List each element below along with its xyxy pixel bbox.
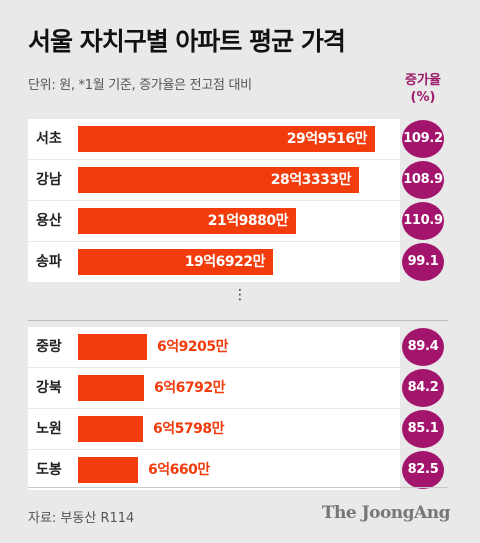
bar-row: 도봉 6억660만 82.5 (0, 450, 480, 490)
bar-value-label: 6억660만 (148, 462, 210, 478)
bar (78, 249, 273, 275)
bar-value-label: 6억9205만 (157, 339, 228, 355)
bar-row: 노원 6억5798만 85.1 (0, 409, 480, 449)
bar (78, 167, 359, 193)
bar (78, 375, 144, 401)
bar-row: 강북 6억6792만 84.2 (0, 368, 480, 408)
category-label: 중랑 (36, 339, 62, 355)
category-label: 노원 (36, 421, 62, 437)
ellipsis-icon: ⋮ (233, 287, 247, 303)
bar (78, 208, 296, 234)
category-label: 도봉 (36, 462, 62, 478)
rate-header-label: 증가율 (405, 73, 441, 88)
bar-row: 강남 28억3333만 108.9 (0, 160, 480, 200)
bar (78, 334, 147, 360)
bar-value-label: 19억6922만 (184, 254, 266, 270)
rate-bubble: 108.9 (402, 161, 444, 199)
category-label: 송파 (36, 254, 62, 270)
bar (78, 416, 143, 442)
category-label: 강북 (36, 380, 62, 396)
publisher-logo: The JoongAng (321, 503, 451, 523)
rate-bubble: 82.5 (402, 451, 444, 489)
bar-row: 중랑 6억9205만 89.4 (0, 327, 480, 367)
rate-bubble: 89.4 (402, 328, 444, 366)
bar-value-label: 28억3333만 (270, 172, 352, 188)
rate-bubble: 84.2 (402, 369, 444, 407)
bar-value-label: 6억6792만 (154, 380, 225, 396)
bar (78, 126, 375, 152)
bar-value-label: 21억9880만 (207, 213, 289, 229)
bar (78, 457, 138, 483)
category-label: 용산 (36, 213, 62, 229)
rate-bubble: 99.1 (402, 243, 444, 281)
rate-bubble: 109.2 (402, 120, 444, 158)
bar-row: 용산 21억9880만 110.9 (0, 201, 480, 241)
category-label: 서초 (36, 131, 62, 147)
chart-title: 서울 자치구별 아파트 평균 가격 (28, 27, 346, 56)
bar-value-label: 29억9516만 (286, 131, 368, 147)
section-divider (28, 320, 448, 321)
footer-divider (28, 487, 448, 488)
bar-row: 서초 29억9516만 109.2 (0, 119, 480, 159)
category-label: 강남 (36, 172, 62, 188)
rate-column-header: 증가율 (%) (398, 72, 448, 106)
source-note: 자료: 부동산 R114 (28, 511, 135, 526)
chart-subtitle: 단위: 원, *1월 기준, 증가율은 전고점 대비 (28, 78, 252, 93)
rate-bubble: 110.9 (402, 202, 444, 240)
rate-header-unit: (%) (410, 90, 436, 105)
bar-value-label: 6억5798만 (153, 421, 224, 437)
bar-row: 송파 19억6922만 99.1 (0, 242, 480, 282)
rate-bubble: 85.1 (402, 410, 444, 448)
